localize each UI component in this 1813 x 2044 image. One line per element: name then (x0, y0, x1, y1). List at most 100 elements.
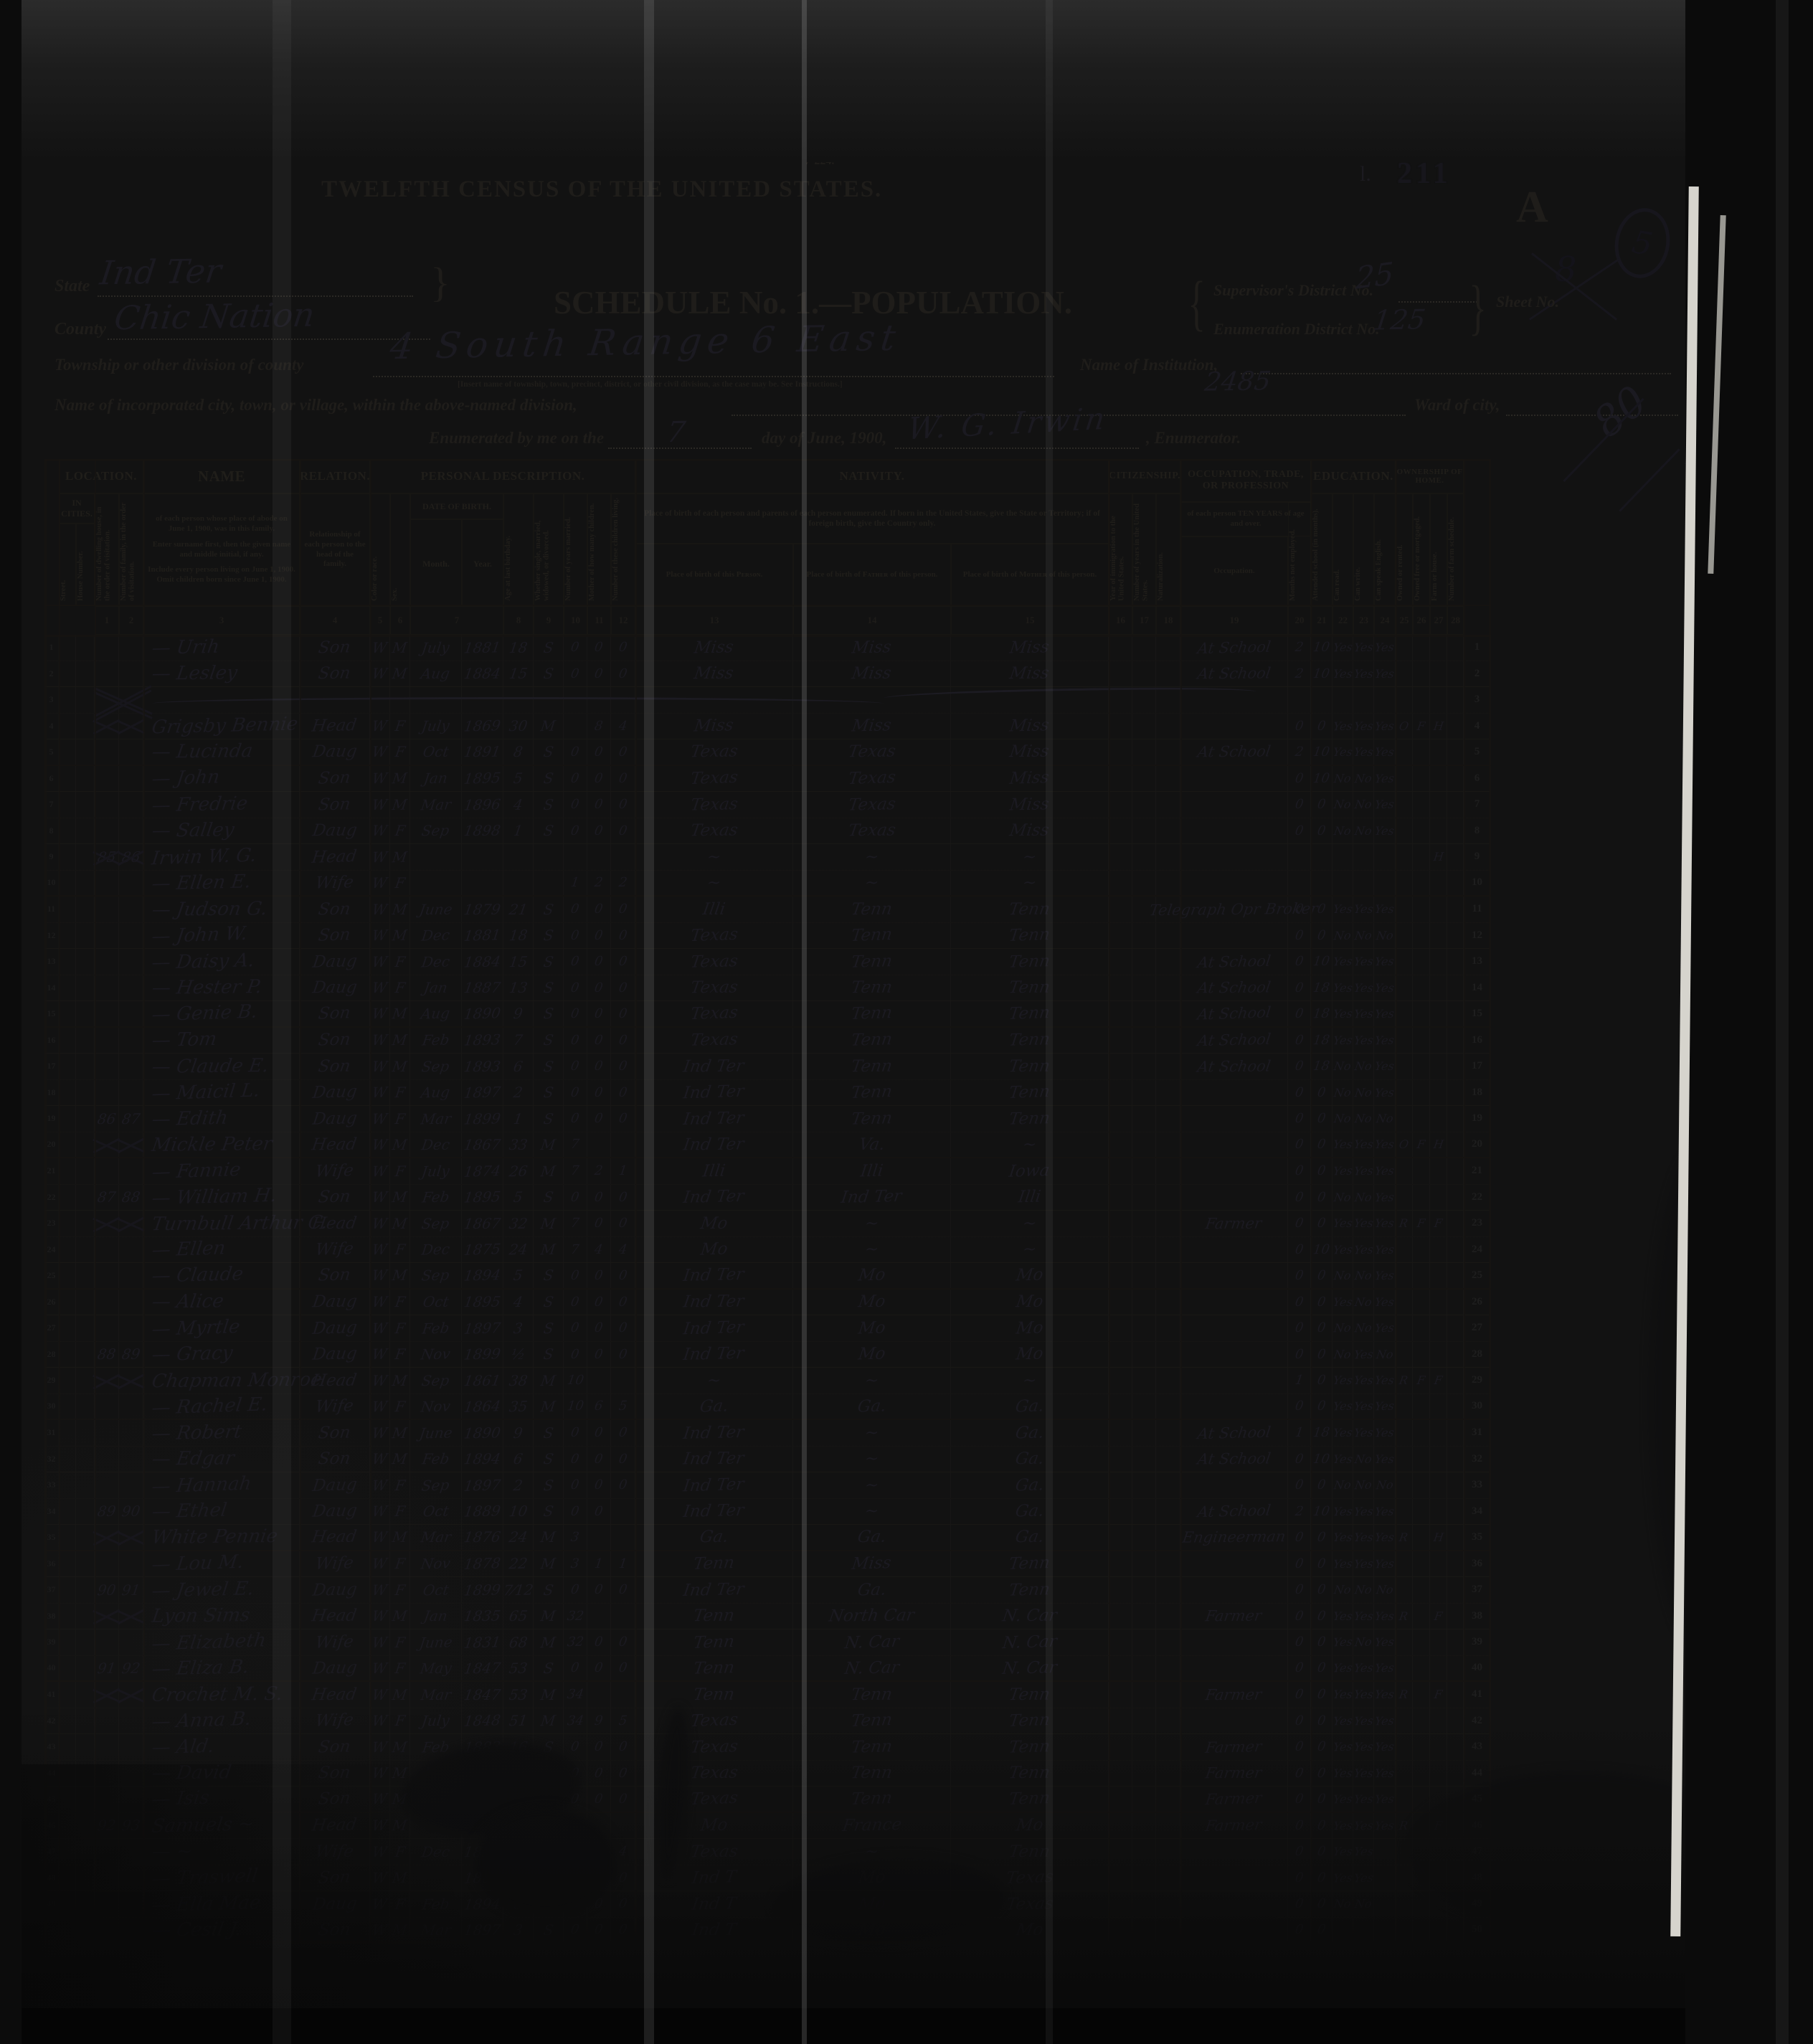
column-number: 9 (534, 606, 564, 635)
cell-yr: 1848 (462, 1708, 503, 1733)
cell-house (76, 1394, 95, 1419)
cell-ag: 6 (503, 1054, 534, 1079)
column-number: 24 (1374, 606, 1396, 635)
cell-d (95, 922, 119, 948)
cell-street (59, 1629, 76, 1655)
cell-ym: 32 (564, 1603, 587, 1629)
cell-name: Chapman Monroe (143, 1368, 323, 1394)
cell-ow (1396, 1289, 1413, 1315)
cell-rd: Yes (1332, 949, 1353, 975)
cell-ym (564, 713, 587, 739)
cell-ag: 4 (503, 792, 534, 818)
cell-yr (462, 844, 503, 870)
cell-rel: Son (300, 765, 370, 791)
cell-house (76, 1079, 95, 1105)
cell-d (95, 1708, 119, 1733)
column-header: Naturalization. (1156, 493, 1180, 606)
cell-rel: Daug (300, 1106, 370, 1132)
cell-oc (1180, 687, 1288, 713)
grid-line (44, 635, 1491, 637)
cell-name: — Claude E. (143, 1054, 300, 1079)
cell-c18 (1156, 1603, 1180, 1629)
cell-f (119, 1289, 143, 1315)
cell-d: 89 (95, 1498, 119, 1524)
cell-ym: 0 (564, 1655, 587, 1680)
cell-rd: Yes (1332, 896, 1353, 922)
cell-c16 (1109, 1734, 1132, 1760)
cell-yr: 1894 (462, 1446, 503, 1472)
cell-fs (1447, 1315, 1464, 1341)
cell-name: — Ald. (143, 1734, 300, 1760)
cell-name: — Judson G. (143, 896, 300, 922)
cell-cl (611, 1603, 635, 1629)
cell-en: Yes (1374, 1368, 1396, 1394)
cell-sx: M (390, 1001, 410, 1026)
cell-pm: Mo (951, 1263, 1109, 1288)
cell-wr: Yes (1353, 1682, 1374, 1708)
cell-pm: ~ (951, 1211, 1109, 1236)
cell-mb: 0 (587, 949, 611, 975)
cell-sx: F (390, 975, 410, 1000)
cell-mn: 0 (1288, 1787, 1311, 1812)
cell-ag: 18 (503, 635, 534, 661)
cell-fs (1447, 922, 1464, 948)
cell-sc: 0 (1311, 1289, 1332, 1315)
grid-line (59, 459, 60, 1944)
cell-rnr: 6 (1464, 765, 1491, 791)
cell-pf: ~ (793, 1236, 951, 1262)
cell-pb: Ind Ter (635, 1498, 793, 1524)
cell-rel: Son (300, 1865, 370, 1891)
cell-pm: Miss (951, 739, 1109, 765)
cell-ow (1396, 949, 1413, 975)
cell-oc: At School (1180, 1001, 1288, 1026)
cell-name: — Genie B. (143, 1001, 300, 1026)
cell-name: Mickle Peter (143, 1132, 300, 1157)
form-number: 7-224. (805, 155, 835, 167)
cell-street (59, 1132, 76, 1157)
cell-wr: Yes (1353, 1865, 1374, 1891)
column-header: Place of birth of Mᴏᴛʜᴇʀ of this person. (951, 544, 1109, 606)
cell-mn: 0 (1288, 1236, 1311, 1262)
cell-c18 (1156, 792, 1180, 818)
cell-house (76, 1236, 95, 1262)
cell-oc: At School (1180, 1446, 1288, 1472)
cell-sc: 0 (1311, 1891, 1332, 1917)
cell-f (119, 922, 143, 948)
column-header: LOCATION. (59, 459, 143, 493)
cell-oc: At School (1180, 661, 1288, 686)
cell-sx: M (390, 844, 410, 870)
cell-mb: 2 (587, 1158, 611, 1184)
cell-en: Yes (1374, 792, 1396, 818)
cell-ym: 0 (564, 1498, 587, 1524)
cell-mb: 0 (587, 1079, 611, 1105)
cell-sc: 0 (1311, 1341, 1332, 1367)
column-number: 12 (611, 606, 635, 635)
cell-name: Grigsby Bennie (143, 713, 300, 739)
cell-fs (1447, 661, 1464, 686)
cell-c17 (1132, 1184, 1156, 1210)
cell-house (76, 1839, 95, 1865)
cell-pf: Tenn (793, 896, 951, 922)
cell-c16 (1109, 792, 1132, 818)
cell-ma: S (534, 1106, 564, 1132)
cell-sc: 0 (1311, 1394, 1332, 1419)
cell-pm: Ga. (951, 1472, 1109, 1498)
column-header: Number of these children living. (611, 493, 635, 606)
cell-rel: Daug (300, 1341, 370, 1367)
cell-wr: Yes (1353, 1812, 1374, 1838)
cell-ag: 5 (503, 765, 534, 791)
cell-oc: At School (1180, 739, 1288, 765)
cell-rd: Yes (1332, 661, 1353, 686)
cell-ma: S (534, 739, 564, 765)
cell-yr: 1891 (462, 739, 503, 765)
cell-pb: Ind Ter (635, 1341, 793, 1367)
cell-c16 (1109, 1394, 1132, 1419)
cell-mo: Mar (410, 1525, 462, 1550)
cell-co: W (370, 844, 390, 870)
cell-mg (1413, 1106, 1430, 1132)
cell-street (59, 1236, 76, 1262)
cell-d (95, 1917, 119, 1942)
cell-sx: F (390, 949, 410, 975)
cell-rnr: 34 (1464, 1498, 1491, 1524)
cell-name: — Anna B. (143, 1708, 300, 1733)
